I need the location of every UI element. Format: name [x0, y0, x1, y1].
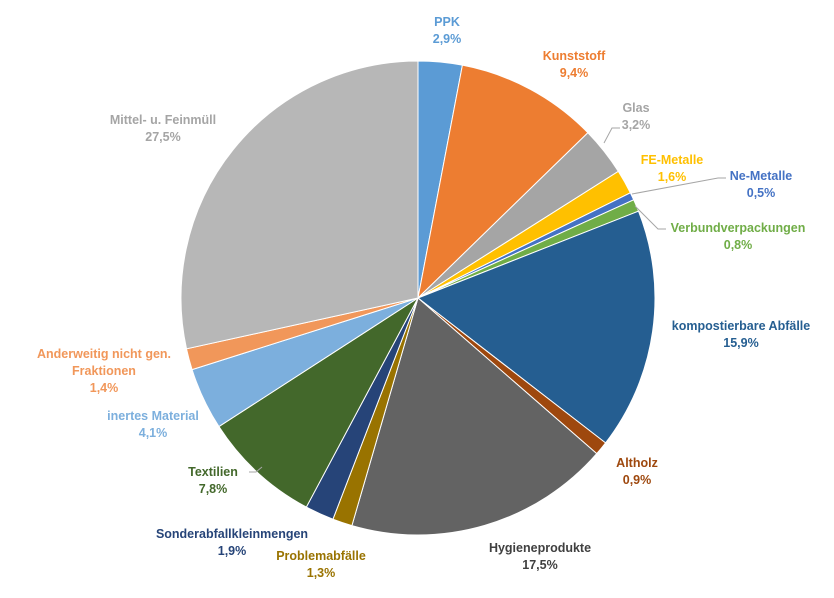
data-label-kompostierbare-abfälle: kompostierbare Abfälle 15,9%	[672, 318, 810, 352]
data-label-mittel-u-feinmüll: Mittel- u. Feinmüll 27,5%	[110, 112, 216, 146]
category-name: PPK	[434, 15, 460, 29]
percent-value: 1,6%	[657, 170, 687, 184]
category-name: Mittel- u. Feinmüll	[109, 113, 217, 127]
data-label-textilien: Textilien 7,8%	[188, 464, 238, 498]
percent-value: 27,5%	[145, 130, 181, 144]
category-name: Ne-Metalle	[729, 169, 793, 183]
data-label-verbundverpackungen: Verbundverpackungen 0,8%	[671, 220, 806, 254]
category-name: Textilien	[188, 465, 238, 479]
leader-line-glas	[603, 127, 620, 144]
percent-value: 9,4%	[559, 66, 589, 80]
percent-value: 15,9%	[723, 336, 759, 350]
category-name: Fraktionen	[72, 364, 136, 378]
slice-mittel-u-feinmüll	[180, 60, 419, 350]
data-label-kunststoff: Kunststoff 9,4%	[543, 48, 606, 82]
percent-value: 7,8%	[198, 482, 228, 496]
leader-line-textilien	[249, 466, 263, 473]
percent-value: 1,3%	[306, 566, 336, 580]
percent-value: 17,5%	[522, 558, 558, 572]
slice-kunststoff	[417, 64, 589, 300]
data-label-sonderabfallkleinmengen: Sonderabfallkleinmengen 1,9%	[156, 526, 308, 560]
category-name: Glas	[622, 101, 650, 115]
percent-value: 4,1%	[138, 426, 168, 440]
category-name: Altholz	[616, 456, 658, 470]
data-label-inertes-material: inertes Material 4,1%	[107, 408, 199, 442]
data-label-glas: Glas 3,2%	[622, 100, 651, 134]
category-name: Hygieneprodukte	[488, 541, 592, 555]
percent-value: 0,8%	[723, 238, 753, 252]
category-name: Anderweitig nicht gen.	[36, 347, 172, 361]
category-name: FE-Metalle	[640, 153, 704, 167]
data-label-ppk: PPK 2,9%	[433, 14, 462, 48]
percent-value: 1,4%	[89, 381, 119, 395]
leader-line-ne-metalle	[631, 177, 726, 195]
percent-value: 0,9%	[622, 473, 652, 487]
slice-textilien	[218, 296, 420, 508]
percent-value: 2,9%	[432, 32, 462, 46]
category-name: Kunststoff	[542, 49, 606, 63]
category-name: Problemabfälle	[276, 549, 366, 563]
data-label-altholz: Altholz 0,9%	[616, 455, 658, 489]
percent-value: 3,2%	[621, 118, 651, 132]
slice-hygieneprodukte	[351, 297, 598, 536]
data-label-problemabfälle: Problemabfälle 1,3%	[276, 548, 366, 582]
percent-value: 1,9%	[217, 544, 247, 558]
slice-kompostierbare-abfälle	[416, 210, 656, 444]
data-label-fe-metalle: FE-Metalle 1,6%	[641, 152, 704, 186]
category-name: Verbundverpackungen	[670, 221, 806, 235]
category-name: inertes Material	[107, 409, 199, 423]
data-label-ne-metalle: Ne-Metalle 0,5%	[730, 168, 793, 202]
data-label-anderweitig-nicht-gen-fraktionen: Anderweitig nicht gen. Fraktionen 1,4%	[37, 346, 171, 397]
percent-value: 0,5%	[746, 186, 776, 200]
leader-line-verbundverpackungen	[634, 205, 666, 230]
data-label-hygieneprodukte: Hygieneprodukte 17,5%	[489, 540, 591, 574]
category-name: Sonderabfallkleinmengen	[155, 527, 309, 541]
category-name: kompostierbare Abfälle	[671, 319, 811, 333]
